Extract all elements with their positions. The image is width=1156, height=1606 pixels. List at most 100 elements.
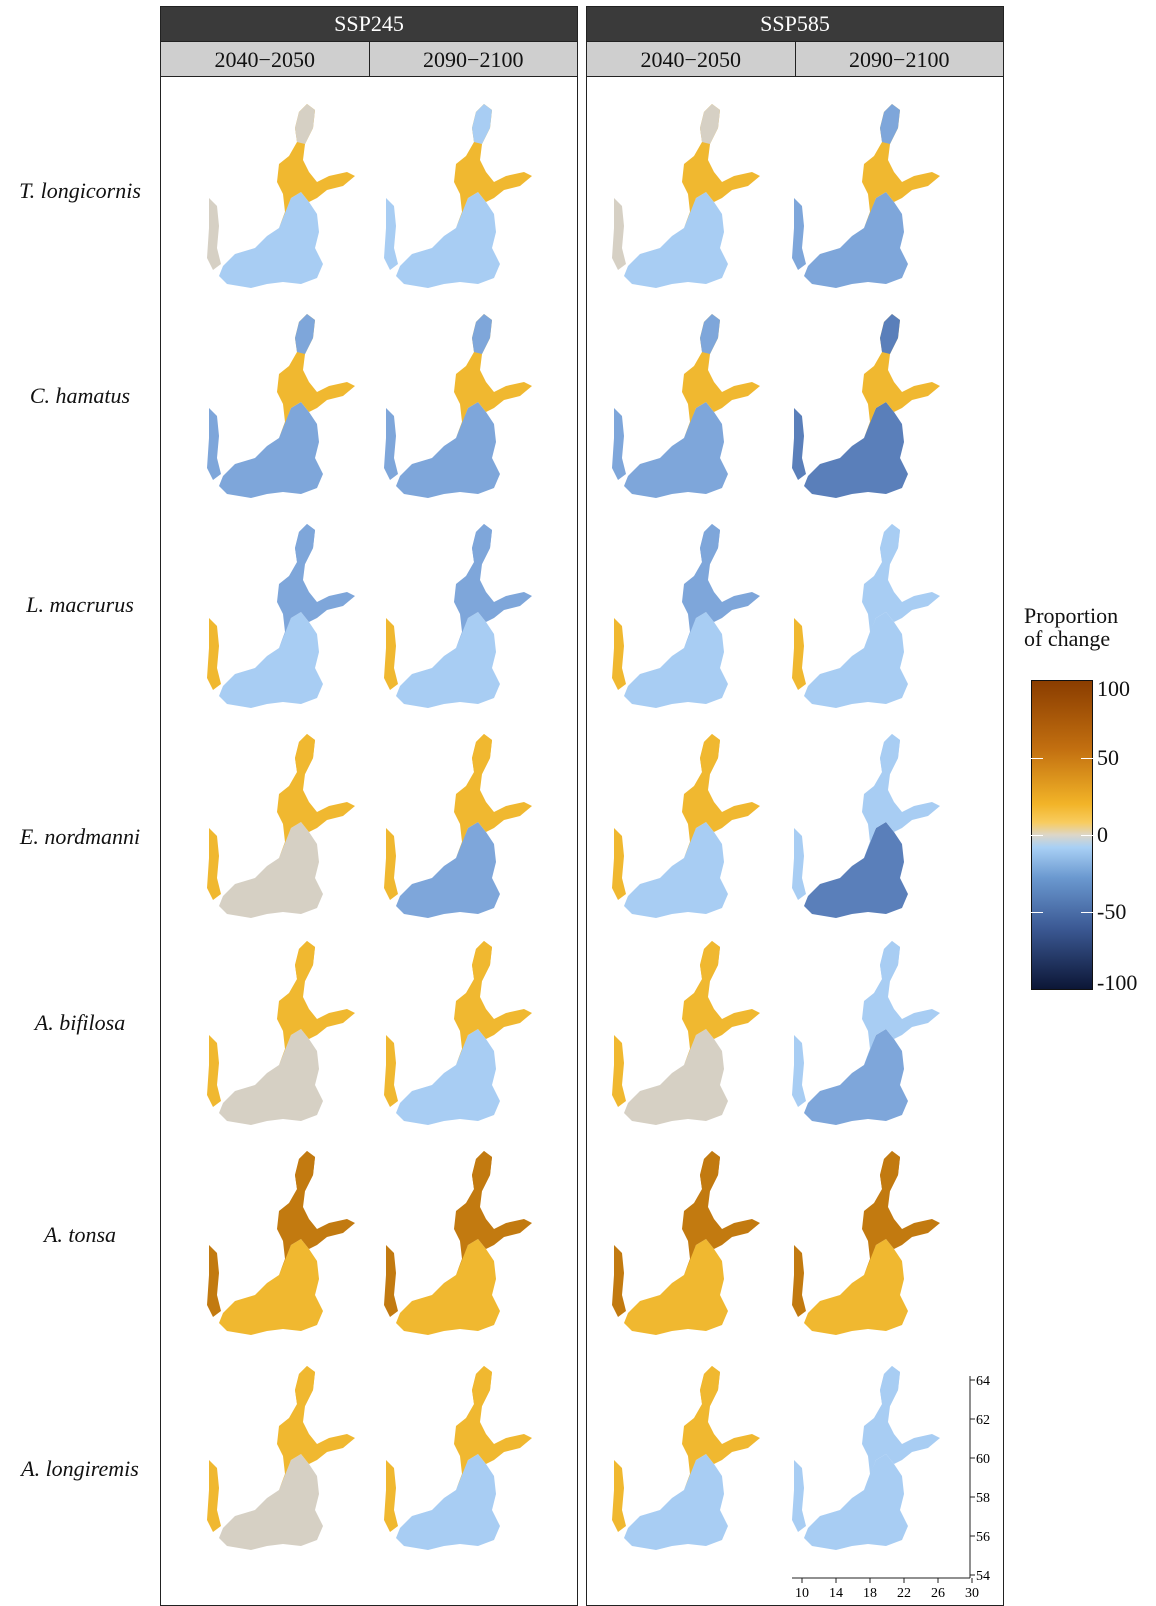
baltic-map — [792, 104, 940, 288]
baltic-map — [384, 1151, 532, 1335]
baltic-map — [207, 1366, 355, 1550]
lon-tick-label: 14 — [829, 1586, 843, 1600]
legend-title-line: of change — [1024, 626, 1111, 651]
map-region-south — [219, 1239, 323, 1335]
map-region-kattegat — [792, 618, 806, 690]
map-region-south — [624, 822, 728, 918]
map-region-south — [219, 822, 323, 918]
map-region-bothnian-bay — [472, 314, 492, 354]
map-region-kattegat — [792, 1460, 806, 1532]
map-region-kattegat — [207, 1460, 221, 1532]
species-label: A. longiremis — [21, 1456, 139, 1481]
map-region-kattegat — [384, 1460, 398, 1532]
map-region-bothnian-bay — [700, 941, 720, 981]
species-label: E. nordmanni — [19, 824, 141, 849]
map-region-kattegat — [384, 618, 398, 690]
map-region-south — [624, 1239, 728, 1335]
legend-tick — [1081, 912, 1093, 913]
map-region-bothnian-bay — [700, 1151, 720, 1191]
baltic-map — [384, 941, 532, 1125]
legend-title: Proportion of change — [1024, 604, 1156, 650]
baltic-map — [612, 941, 760, 1125]
map-region-kattegat — [207, 618, 221, 690]
baltic-map — [384, 314, 532, 498]
map-region-bothnian-bay — [880, 524, 900, 564]
map-region-bothnian-bay — [472, 104, 492, 144]
map-region-kattegat — [612, 618, 626, 690]
legend-tick-label: -50 — [1097, 899, 1127, 924]
map-region-kattegat — [384, 1245, 398, 1317]
baltic-map — [792, 524, 940, 708]
map-region-south — [219, 402, 323, 498]
map-region-south — [624, 402, 728, 498]
lat-tick-label: 64 — [976, 1374, 990, 1389]
map-region-kattegat — [207, 1245, 221, 1317]
legend-tick-label: 50 — [1097, 745, 1119, 770]
map-region-south — [624, 612, 728, 708]
baltic-map — [207, 314, 355, 498]
lat-tick-label: 54 — [976, 1569, 990, 1584]
map-region-kattegat — [384, 828, 398, 900]
map-region-kattegat — [612, 1460, 626, 1532]
lon-tick-label: 10 — [795, 1586, 809, 1600]
map-region-bothnian-bay — [700, 734, 720, 774]
lon-tick-label: 22 — [897, 1586, 911, 1600]
map-region-south — [624, 192, 728, 288]
map-region-south — [219, 192, 323, 288]
baltic-map — [792, 1366, 940, 1550]
baltic-map — [612, 524, 760, 708]
map-region-bothnian-bay — [700, 524, 720, 564]
period-row: 2040−2050 2090−2100 — [587, 41, 1003, 77]
map-region-south — [804, 402, 908, 498]
lat-tick-label: 60 — [976, 1452, 990, 1467]
map-region-kattegat — [612, 828, 626, 900]
baltic-map — [207, 734, 355, 918]
map-region-bothnian-bay — [880, 104, 900, 144]
map-region-kattegat — [612, 1245, 626, 1317]
baltic-map — [384, 104, 532, 288]
legend-title-line: Proportion — [1024, 603, 1119, 628]
map-region-bothnian-bay — [295, 524, 315, 564]
map-region-south — [219, 612, 323, 708]
map-region-kattegat — [792, 1035, 806, 1107]
map-region-kattegat — [612, 198, 626, 270]
map-region-bothnian-bay — [700, 104, 720, 144]
species-label: T. longicornis — [19, 178, 141, 203]
baltic-map — [207, 1151, 355, 1335]
legend-tick-label: -100 — [1097, 970, 1138, 995]
lat-tick-label: 62 — [976, 1413, 990, 1428]
map-region-south — [804, 192, 908, 288]
map-region-bothnian-bay — [295, 941, 315, 981]
map-region-south — [804, 822, 908, 918]
map-region-south — [396, 1029, 500, 1125]
map-region-kattegat — [207, 828, 221, 900]
baltic-map — [792, 734, 940, 918]
map-region-kattegat — [207, 198, 221, 270]
lat-tick-label: 58 — [976, 1491, 990, 1506]
legend-tick — [1031, 912, 1043, 913]
species-label: A. tonsa — [43, 1222, 117, 1247]
legend-tick — [1081, 835, 1093, 836]
map-region-south — [804, 1454, 908, 1550]
map-region-south — [219, 1454, 323, 1550]
map-region-bothnian-bay — [472, 1151, 492, 1191]
baltic-map — [207, 524, 355, 708]
map-region-bothnian-bay — [472, 524, 492, 564]
map-region-kattegat — [384, 198, 398, 270]
species-label: L. macrurus — [26, 592, 134, 617]
baltic-map — [792, 941, 940, 1125]
lon-tick-label: 26 — [931, 1586, 945, 1600]
period-row: 2040−2050 2090−2100 — [161, 41, 577, 77]
map-region-kattegat — [207, 408, 221, 480]
map-region-kattegat — [384, 408, 398, 480]
period-header: 2040−2050 — [587, 41, 795, 76]
map-region-bothnian-bay — [880, 314, 900, 354]
baltic-map — [384, 1366, 532, 1550]
map-region-bothnian-bay — [472, 1366, 492, 1406]
baltic-map — [384, 734, 532, 918]
baltic-map — [792, 1151, 940, 1335]
scenario-header: SSP585 — [587, 7, 1003, 41]
species-label: C. hamatus — [29, 383, 131, 408]
map-region-bothnian-bay — [880, 734, 900, 774]
map-region-south — [396, 192, 500, 288]
